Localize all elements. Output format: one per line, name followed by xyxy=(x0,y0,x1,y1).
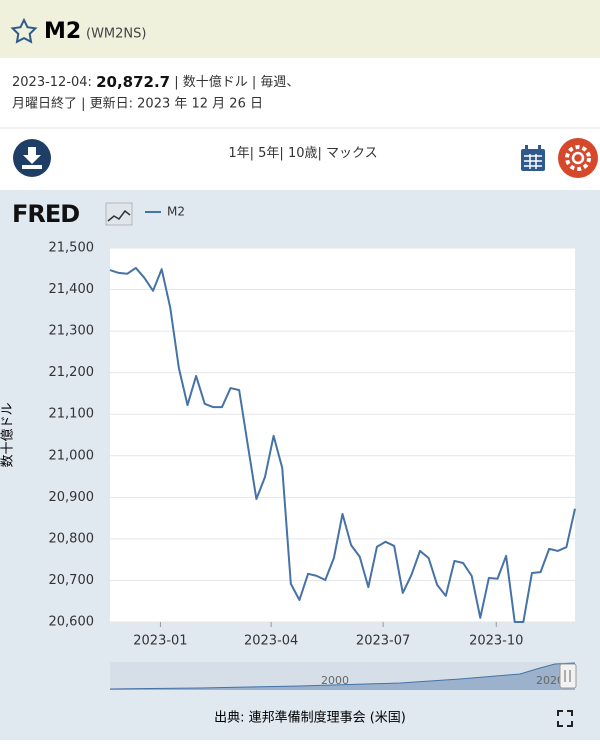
legend-label: M2 xyxy=(167,205,185,219)
range-option[interactable]: 5年| xyxy=(258,146,284,161)
y-tick-label: 20,900 xyxy=(49,490,95,505)
calendar-ring xyxy=(525,145,528,151)
range-option[interactable]: 1年| xyxy=(228,146,254,161)
header-bg xyxy=(0,0,600,58)
x-tick-label: 2023-01 xyxy=(133,634,187,649)
x-tick-label: 2023-10 xyxy=(469,634,523,649)
y-tick-label: 21,200 xyxy=(49,365,95,380)
settings-button[interactable] xyxy=(558,138,598,178)
y-tick-label: 21,100 xyxy=(49,407,95,422)
logo-graph-line xyxy=(107,209,131,222)
y-tick-label: 21,000 xyxy=(49,448,95,463)
y-tick-label: 21,500 xyxy=(49,241,95,256)
info-date: 2023-12-04: xyxy=(12,75,92,90)
settings-circle xyxy=(558,138,598,178)
x-tick-label: 2023-04 xyxy=(244,634,298,649)
y-tick-label: 20,800 xyxy=(49,531,95,546)
series-line xyxy=(109,266,576,623)
info-value: 20,872.7 xyxy=(96,73,170,91)
info-line: 2023-12-04: 20,872.7 | 数十億ドル | 毎週、 xyxy=(12,73,299,91)
navigator-label: 2000 xyxy=(321,674,349,687)
source: 出典: 連邦準備制度理事会 (米国) xyxy=(214,710,406,726)
calendar-grid xyxy=(524,154,542,169)
fullscreen-button[interactable] xyxy=(557,710,573,727)
logo-graph xyxy=(105,202,133,226)
y-tick-label: 21,300 xyxy=(49,324,95,339)
series-title: M2 xyxy=(44,19,81,44)
navigator-handle-grip xyxy=(564,670,571,682)
series-id: (WM2NS) xyxy=(86,27,146,42)
calendar-button[interactable] xyxy=(521,145,545,171)
download-button[interactable] xyxy=(13,139,51,177)
navigator-line xyxy=(109,662,576,690)
settings-hub xyxy=(571,151,585,165)
range-selector: 1年| 5年| 10歳| マックス xyxy=(228,146,377,161)
range-option[interactable]: 10歳| xyxy=(288,146,322,161)
range-option[interactable]: マックス xyxy=(326,146,378,161)
y-tick-label: 20,700 xyxy=(49,573,95,588)
info-rest: | 数十億ドル | 毎週、 xyxy=(174,74,299,90)
x-tick-label: 2023-07 xyxy=(356,634,410,649)
y-tick-label: 20,600 xyxy=(49,615,95,630)
calendar-body xyxy=(521,149,545,171)
navigator-handle[interactable] xyxy=(559,663,577,689)
settings-gear xyxy=(565,145,591,171)
plot-area xyxy=(110,248,575,622)
fred-logo: FRED xyxy=(12,200,79,228)
y-axis-title: 数十億ドル xyxy=(0,402,16,467)
navigator-label: 2020 xyxy=(536,674,564,687)
info-line2: 月曜日終了 | 更新日: 2023 年 12 月 26 日 xyxy=(12,96,263,112)
navigator: 2000 2020 xyxy=(109,662,577,690)
navigator-area xyxy=(110,663,575,690)
calendar-ring xyxy=(538,145,541,151)
favorite-star[interactable] xyxy=(10,17,38,44)
y-tick-label: 21,400 xyxy=(49,282,95,297)
info-bg xyxy=(0,58,600,190)
download-glyph xyxy=(22,147,42,169)
